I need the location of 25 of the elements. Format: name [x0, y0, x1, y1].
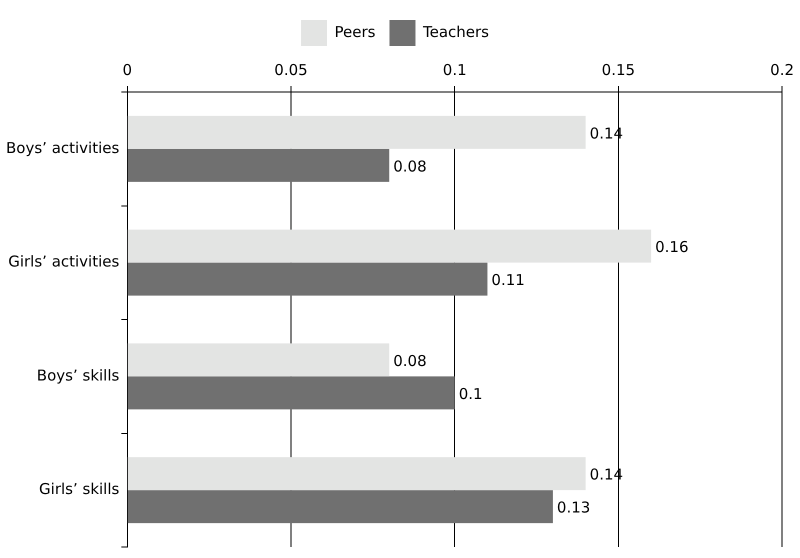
x-tick-label: 0 [122, 60, 132, 79]
x-tick-label: 0.05 [274, 60, 308, 79]
bar [128, 343, 390, 376]
bar [128, 376, 455, 410]
data-label: 0.11 [491, 271, 525, 290]
bar [128, 116, 586, 149]
x-tick-label: 0.15 [602, 60, 636, 79]
y-tick-label: Girls’ skills [39, 480, 120, 498]
data-label: 0.16 [655, 238, 689, 256]
legend-label: Teachers [422, 22, 490, 41]
x-tick-label: 0.1 [442, 60, 467, 79]
data-label: 0.08 [393, 157, 427, 176]
bar [128, 230, 652, 263]
data-label: 0.08 [393, 352, 427, 370]
data-label: 0.1 [458, 384, 483, 403]
data-label: 0.13 [556, 498, 590, 517]
y-tick-label: Boys’ skills [36, 366, 120, 384]
legend-label: Peers [334, 22, 376, 41]
bar [128, 148, 390, 182]
y-tick-label: Girls’ activities [8, 252, 120, 271]
bar [128, 262, 488, 296]
bar [128, 490, 553, 524]
bar [128, 457, 586, 490]
y-tick-label: Boys’ activities [6, 138, 120, 157]
x-tick-label: 0.2 [770, 60, 794, 79]
